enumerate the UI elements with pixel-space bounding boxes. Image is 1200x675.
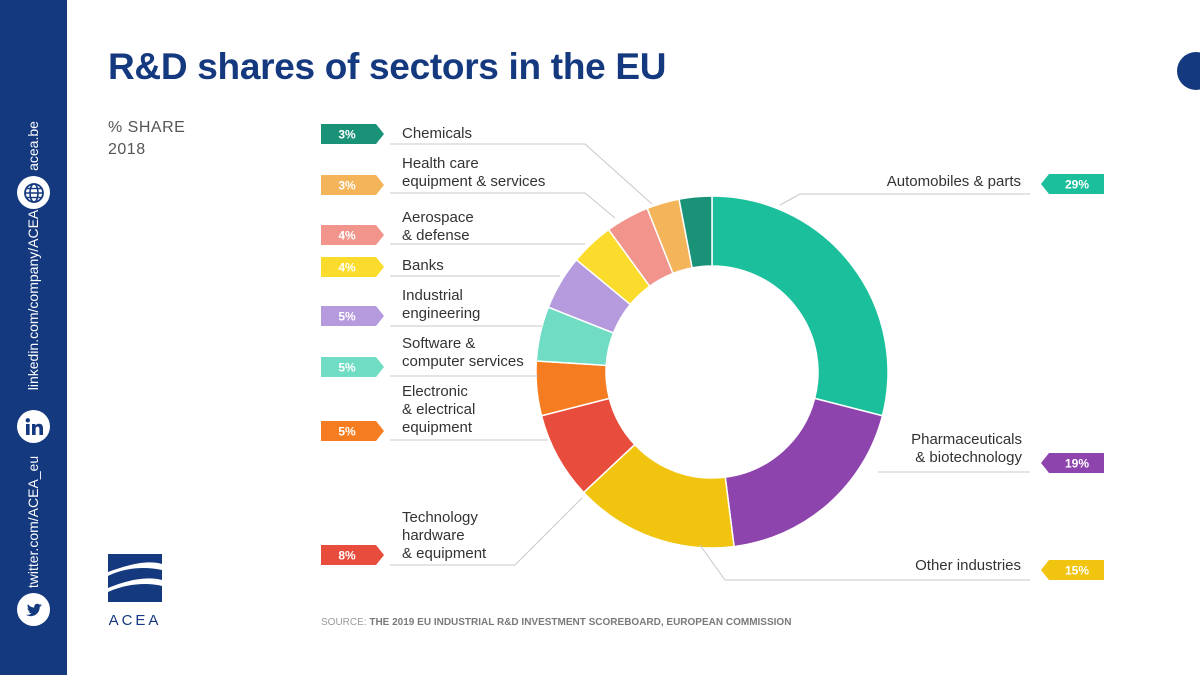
page-title: R&D shares of sectors in the EU [108,46,667,87]
source-prefix: SOURCE: [321,617,367,628]
leader-line-chemicals [390,143,653,205]
source-note: SOURCE: THE 2019 EU INDUSTRIAL R&D INVES… [321,617,791,628]
slice-label-other-industries: Other industries [915,557,1021,574]
slice-label-banks: Banks [402,257,444,274]
globe-icon[interactable] [17,176,50,209]
value-tag-chemicals [321,124,384,144]
value-tag-technology-hardware-and-equipment [321,545,384,565]
slice-label-chemicals: Chemicals [402,125,472,142]
slice-chemicals [678,195,713,269]
slice-pharmaceuticals-and-biotechnology [724,397,884,548]
acea-logo [108,554,162,602]
value-label-automobiles-and-parts: 29% [1065,178,1089,192]
value-tag-pharmaceuticals-and-biotechnology [1041,453,1104,473]
slice-label-aerospace-and-defense: Aerospace & defense [402,209,474,244]
value-label-technology-hardware-and-equipment: 8% [338,549,356,563]
leader-lines [390,143,1030,581]
slice-label-industrial-engineering: Industrial engineering [402,287,480,322]
leader-line-technology-hardware-and-equipment [390,497,583,566]
value-label-pharmaceuticals-and-biotechnology: 19% [1065,457,1089,471]
linkedin-icon[interactable] [17,410,50,443]
leader-line-automobiles-and-parts [779,193,1030,206]
slice-label-health-care-equipment-and-services: Health care equipment & services [402,155,545,190]
slice-label-automobiles-and-parts: Automobiles & parts [887,173,1021,190]
value-label-chemicals: 3% [338,128,356,142]
value-tag-industrial-engineering [321,306,384,326]
source-text: THE 2019 EU INDUSTRIAL R&D INVESTMENT SC… [369,617,792,628]
slice-label-software-and-computer-services: Software & computer services [402,335,524,370]
twitter-icon[interactable] [17,593,50,626]
slice-label-electronic-and-electrical-equipment: Electronic & electrical equipment [402,383,475,436]
value-tag-automobiles-and-parts [1041,174,1104,194]
decor-circle-right [1177,52,1200,90]
value-label-industrial-engineering: 5% [338,310,356,324]
value-label-aerospace-and-defense: 4% [338,229,356,243]
subtitle-year: 2018 [108,141,146,158]
value-tag-software-and-computer-services [321,357,384,377]
value-label-other-industries: 15% [1065,564,1089,578]
slice-label-technology-hardware-and-equipment: Technology hardware & equipment [402,509,487,562]
leader-line-health-care-equipment-and-services [390,192,616,219]
leader-line-other-industries [699,544,1030,581]
slice-labels: Automobiles & parts 29% Pharmaceuticals & b… [321,124,1104,580]
slice-automobiles-and-parts [711,195,889,417]
value-label-health-care-equipment-and-services: 3% [338,179,356,193]
value-tag-health-care-equipment-and-services [321,175,384,195]
value-tag-banks [321,257,384,277]
subtitle-unit: % SHARE [108,119,186,136]
value-tag-aerospace-and-defense [321,225,384,245]
sidebar: acea.be linkedin.com/company/ACEA twitte… [0,0,67,675]
slice-label-pharmaceuticals-and-biotechnology: Pharmaceuticals & biotechnology [911,431,1022,466]
value-label-electronic-and-electrical-equipment: 5% [338,425,356,439]
value-label-software-and-computer-services: 5% [338,361,356,375]
value-tag-electronic-and-electrical-equipment [321,421,384,441]
logo-text: ACEA [108,612,162,629]
value-label-banks: 4% [338,261,356,275]
value-tag-other-industries [1041,560,1104,580]
donut-slices [535,195,889,549]
chart-subtitle: % SHARE 2018 [108,117,185,161]
